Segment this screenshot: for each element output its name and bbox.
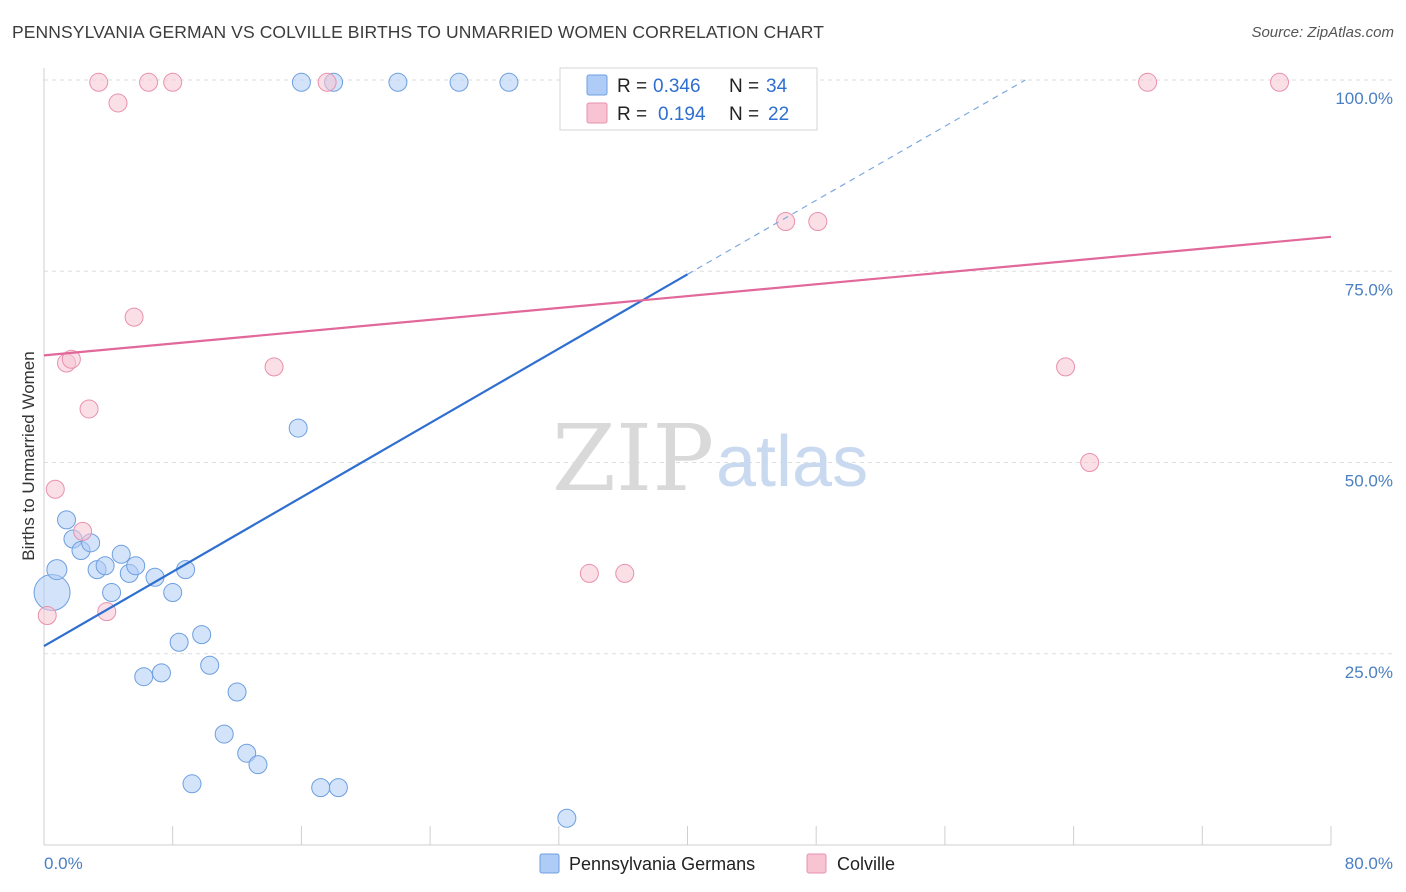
point-0-23: [237, 743, 257, 763]
point-0-16: [169, 632, 189, 652]
point-0-21: [214, 724, 234, 744]
point-1-21: [1270, 72, 1290, 92]
point-0-8: [102, 583, 122, 603]
point-0-19: [192, 625, 212, 645]
point-0-31: [449, 72, 469, 92]
legend-swatch-pa-german: [586, 74, 608, 96]
bottom-legend-label-colville: Colville: [837, 854, 895, 874]
bottom-legend: Pennsylvania Germans Colville: [539, 853, 895, 874]
bottom-legend-swatch-pa-german: [539, 853, 560, 874]
point-0-1: [46, 559, 68, 581]
legend-swatch-colville: [586, 102, 608, 124]
point-1-19: [1080, 453, 1100, 472]
legend-r-value-0: 0.346: [653, 76, 701, 97]
point-0-7: [95, 556, 115, 576]
point-1-12: [264, 357, 284, 377]
point-1-1: [45, 479, 65, 499]
legend-r-label-0: R =: [617, 76, 647, 97]
series-0-points: [33, 72, 577, 828]
point-0-33: [557, 808, 577, 828]
point-1-8: [108, 93, 128, 113]
watermark-atlas: atlas: [716, 422, 868, 502]
point-0-15: [163, 583, 183, 603]
point-1-18: [1056, 357, 1076, 377]
legend-n-value-0: 34: [766, 76, 788, 97]
point-0-20: [200, 655, 220, 675]
point-0-12: [134, 667, 154, 687]
point-0-29: [328, 778, 348, 798]
y-tick-label-0: 100.0%: [1335, 89, 1393, 108]
point-0-30: [388, 72, 408, 92]
y-tick-label-2: 50.0%: [1345, 472, 1393, 491]
trend-line-pa-german: [43, 273, 689, 648]
point-1-3: [61, 349, 81, 369]
point-1-16: [776, 212, 796, 232]
trend-line-pa-german-extension: [687, 79, 1026, 275]
source-label: Source: ZipAtlas.com: [1251, 24, 1394, 41]
point-0-32: [499, 72, 519, 92]
point-1-9: [124, 307, 144, 327]
point-0-26: [291, 72, 311, 92]
tick-labels: 100.0% 75.0% 50.0% 25.0% 0.0% 80.0%: [44, 89, 1393, 873]
point-1-15: [615, 563, 635, 583]
watermark-zip: ZIP: [552, 405, 714, 512]
y-tick-label-1: 75.0%: [1345, 280, 1393, 299]
series-1-points: [37, 72, 1290, 625]
legend-n-label-1: N =: [729, 104, 759, 125]
point-0-0: [33, 574, 71, 612]
x-tick-label-0: 0.0%: [44, 854, 83, 873]
legend-r-value-1: 0.194: [658, 104, 706, 125]
bottom-legend-label-pa-german: Pennsylvania Germans: [569, 854, 755, 874]
axes: [43, 68, 1332, 846]
point-0-22: [227, 682, 247, 702]
point-1-5: [79, 399, 99, 419]
trend-line-colville: [43, 235, 1332, 357]
scatter-points: [33, 72, 1290, 828]
point-1-20: [1138, 72, 1158, 92]
point-0-18: [182, 774, 202, 794]
point-0-27: [311, 778, 331, 798]
watermark: ZIP atlas: [552, 405, 868, 512]
grid-lines: [44, 79, 1395, 655]
point-0-2: [57, 510, 77, 530]
point-0-14: [151, 663, 171, 683]
point-1-14: [579, 563, 599, 583]
x-tick-label-1: 80.0%: [1345, 854, 1393, 873]
trend-lines: [43, 79, 1332, 648]
point-1-17: [808, 212, 828, 232]
legend-r-label-1: R =: [617, 104, 647, 125]
point-1-13: [317, 72, 337, 92]
point-1-11: [163, 72, 183, 92]
legend-n-label-0: N =: [729, 76, 759, 97]
point-1-10: [139, 72, 159, 92]
point-1-6: [89, 72, 109, 92]
point-1-4: [73, 521, 93, 541]
bottom-legend-swatch-colville: [806, 853, 827, 874]
legend-n-value-1: 22: [768, 104, 789, 125]
point-0-25: [288, 418, 308, 438]
chart-title: PENNSYLVANIA GERMAN VS COLVILLE BIRTHS T…: [12, 22, 825, 42]
y-axis-title: Births to Unmarried Women: [19, 351, 38, 560]
legend-box: R = 0.346 N = 34 R = 0.194 N = 22: [559, 67, 818, 131]
point-0-9: [111, 544, 131, 564]
point-1-0: [37, 606, 57, 625]
point-0-24: [248, 755, 268, 775]
point-0-11: [126, 556, 146, 576]
y-tick-label-3: 25.0%: [1345, 663, 1393, 682]
